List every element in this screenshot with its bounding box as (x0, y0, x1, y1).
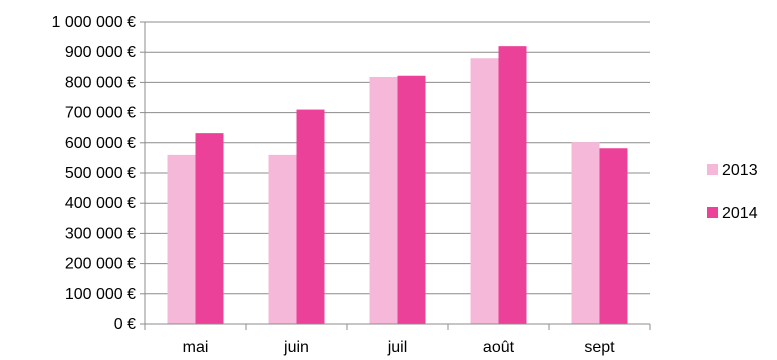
y-tick-label: 500 000 € (65, 165, 136, 182)
y-tick-label: 900 000 € (65, 44, 136, 61)
legend-swatch-2014 (707, 207, 718, 218)
bar-2013-juin (269, 155, 297, 324)
legend: 2013 2014 (707, 162, 758, 222)
bar-2014-juil (398, 76, 426, 324)
bar-2013-sept (572, 142, 600, 324)
y-tick-label: 800 000 € (65, 74, 136, 91)
bar-2014-mai (196, 133, 224, 324)
y-tick-label: 600 000 € (65, 135, 136, 152)
bars (168, 46, 628, 324)
x-tick-label: août (483, 339, 515, 356)
bar-2014-août (499, 46, 527, 324)
x-tick-label: mai (183, 339, 209, 356)
bar-2013-juil (370, 77, 398, 324)
y-tick-label: 700 000 € (65, 105, 136, 122)
y-tick-label: 400 000 € (65, 195, 136, 212)
x-tick-labels: mai juin juil août sept (183, 339, 616, 356)
bar-2013-août (471, 58, 499, 324)
y-tick-labels: 0 € 100 000 € 200 000 € 300 000 € 400 000 € 5… (51, 14, 136, 333)
bar-2014-juin (297, 110, 325, 324)
legend-label-2013: 2013 (722, 162, 758, 179)
y-tick-label: 300 000 € (65, 225, 136, 242)
y-tick-label: 0 € (114, 316, 136, 333)
x-tick-label: sept (584, 339, 615, 356)
legend-swatch-2013 (707, 164, 718, 175)
y-tick-label: 100 000 € (65, 286, 136, 303)
bar-2013-mai (168, 155, 196, 324)
bar-2014-sept (600, 148, 628, 324)
x-tick-label: juin (283, 339, 309, 356)
y-tick-label: 200 000 € (65, 256, 136, 273)
x-tick-label: juil (387, 339, 408, 356)
legend-label-2014: 2014 (722, 205, 758, 222)
y-tick-label: 1 000 000 € (51, 14, 136, 31)
